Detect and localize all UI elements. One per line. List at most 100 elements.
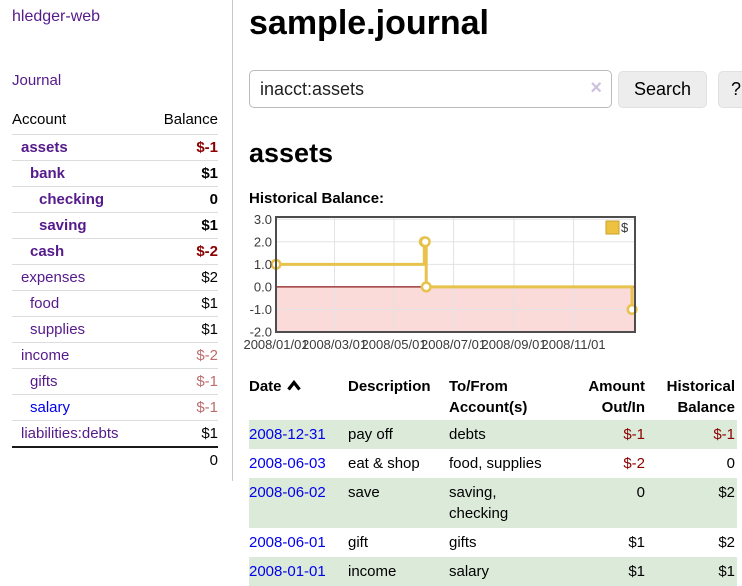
register-row: 2008-06-02 save saving, checking 0 $2	[249, 478, 737, 528]
help-button[interactable]: ?	[718, 70, 742, 108]
account-link-expenses[interactable]: expenses	[21, 269, 86, 286]
accounts-header-balance: Balance	[163, 111, 218, 128]
account-balance: $1	[148, 290, 218, 317]
account-balance: $1	[148, 316, 218, 343]
register-header-accounts: To/From Account(s)	[449, 378, 528, 416]
x-tick-label: 2008/09/01	[481, 337, 546, 352]
register-accounts-cell: debts	[449, 426, 486, 443]
account-link-food[interactable]: food	[30, 295, 60, 312]
register-amount-cell: 0	[636, 484, 645, 501]
account-row: bank $1	[12, 160, 218, 187]
register-date-cell: 2008-06-02	[249, 478, 348, 528]
app-brand-link[interactable]: hledger-web	[12, 8, 101, 25]
register-accounts-cell: saving, checking	[449, 484, 509, 522]
register-amount-cell: $-2	[623, 455, 645, 472]
account-link-bank[interactable]: bank	[30, 165, 66, 182]
y-tick-label: -1.0	[250, 302, 272, 317]
historical-balance-chart: $3.0 2.0 1.0 0.0 -1.0 -2.0 2008/01/01 2008/03/0…	[243, 212, 742, 358]
y-tick-label: 3.0	[254, 212, 272, 227]
register-balance-cell: 0	[726, 455, 735, 472]
account-link-saving[interactable]: saving	[39, 217, 87, 234]
account-link-salary[interactable]: salary	[30, 399, 71, 416]
register-amount-cell: $-1	[623, 426, 645, 443]
account-row: cash $-2	[12, 238, 218, 265]
y-tick-label: 1.0	[254, 257, 272, 272]
account-name-cell: income	[12, 342, 149, 369]
register-description-cell: income	[348, 563, 397, 580]
data-point-marker	[419, 236, 431, 248]
data-point-marker	[420, 281, 432, 293]
account-name-cell: gifts	[12, 368, 149, 395]
legend-label: $	[621, 220, 629, 235]
register-date-cell: 2008-12-31	[249, 420, 348, 449]
register-balance-cell: $2	[718, 484, 735, 501]
account-heading: assets	[249, 138, 334, 168]
register-header-date[interactable]: Date	[249, 374, 348, 420]
x-tick-label: 2008/03/01	[302, 337, 367, 352]
y-tick-label: -2.0	[250, 325, 272, 340]
accounts-total-row: 0	[12, 446, 218, 473]
transaction-date-link[interactable]: 2008-06-03	[249, 455, 326, 472]
account-row: supplies $1	[12, 316, 218, 343]
account-link-gifts[interactable]: gifts	[30, 373, 58, 390]
register-header-date-label: Date	[249, 378, 282, 395]
x-tick-label: 2008/07/01	[421, 337, 486, 352]
transaction-date-link[interactable]: 2008-01-01	[249, 563, 326, 580]
register-description-cell: pay off	[348, 426, 393, 443]
account-link-cash[interactable]: cash	[30, 243, 65, 260]
sidebar: hledger-web Journal Account Balance asse…	[0, 0, 233, 481]
account-row: saving $1	[12, 212, 218, 239]
main-content: sample.journal × Search ? assets Histori…	[233, 0, 742, 586]
account-balance: $-1	[148, 134, 218, 161]
account-name-cell: checking	[12, 186, 149, 213]
register-row: 2008-06-03 eat & shop food, supplies $-2 0	[249, 449, 737, 478]
account-row: income $-2	[12, 342, 218, 369]
account-balance: $1	[148, 420, 218, 447]
register-row: 2008-06-01 gift gifts $1 $2	[249, 528, 737, 557]
register-header-row: Date Description To/From Account(s) Amou…	[249, 374, 737, 420]
account-name-cell: supplies	[12, 316, 149, 343]
account-name-cell: saving	[12, 212, 149, 239]
account-row: food $1	[12, 290, 218, 317]
register-date-cell: 2008-06-03	[249, 449, 348, 478]
x-tick-label: 2008/01/01	[243, 337, 308, 352]
register-row: 2008-01-01 income salary $1 $1	[249, 557, 737, 586]
account-row: salary $-1	[12, 394, 218, 421]
register-amount-cell: $1	[628, 534, 645, 551]
account-link-income[interactable]: income	[21, 347, 70, 364]
account-link-checking[interactable]: checking	[39, 191, 105, 208]
sidebar-item-journal[interactable]: Journal	[12, 72, 62, 89]
accounts-header-account: Account	[12, 111, 67, 128]
search-input[interactable]	[249, 70, 612, 108]
clear-search-icon[interactable]: ×	[590, 77, 602, 99]
x-tick-label: 2008/05/01	[362, 337, 427, 352]
search-button[interactable]: Search	[618, 70, 708, 108]
transaction-date-link[interactable]: 2008-06-01	[249, 534, 326, 551]
accounts-table: Account Balance assets $-1 bank $1 checking 0…	[12, 109, 218, 473]
account-balance: $1	[148, 212, 218, 239]
account-name-cell: food	[12, 290, 149, 317]
search-bar: × Search ?	[249, 70, 742, 108]
account-name-cell: expenses	[12, 264, 149, 291]
account-balance: $1	[148, 160, 218, 187]
register-balance-cell: $1	[718, 563, 735, 580]
y-tick-label: 0.0	[254, 279, 272, 294]
account-row: gifts $-1	[12, 368, 218, 395]
y-tick-label: 2.0	[254, 234, 272, 249]
account-row: expenses $2	[12, 264, 218, 291]
register-description-cell: eat & shop	[348, 455, 420, 472]
register-header-amount: Amount Out/In	[588, 378, 645, 416]
register-amount-cell: $1	[628, 563, 645, 580]
account-link-supplies[interactable]: supplies	[30, 321, 86, 338]
account-link-liabilities-debts[interactable]: liabilities:debts	[21, 425, 119, 442]
page-title: sample.journal	[249, 4, 489, 42]
transaction-date-link[interactable]: 2008-12-31	[249, 426, 326, 443]
account-link-assets[interactable]: assets	[21, 139, 68, 156]
register-accounts-cell: gifts	[449, 534, 477, 551]
account-name-cell: cash	[12, 238, 149, 265]
register-row: 2008-12-31 pay off debts $-1 $-1	[249, 420, 737, 449]
plot-border	[275, 216, 636, 333]
account-name-cell: liabilities:debts	[12, 420, 149, 447]
transaction-date-link[interactable]: 2008-06-02	[249, 484, 326, 501]
